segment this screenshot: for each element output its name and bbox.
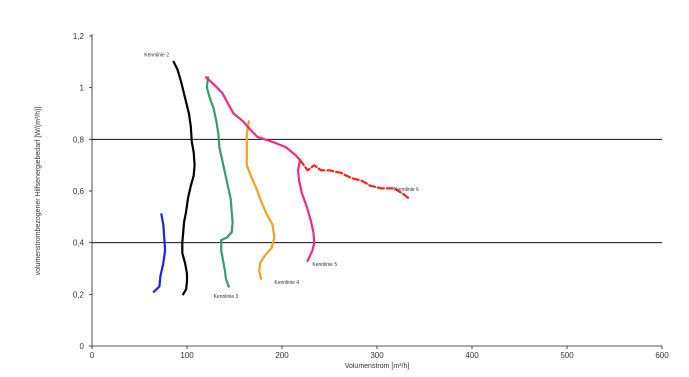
series-label-5: Kennlinie 6 [394, 187, 419, 193]
grid-layer [92, 138, 662, 244]
x-axis-title: Volumenstrom [m³/h] [345, 363, 410, 370]
series-label-2: Kennlinie 3 [214, 294, 239, 300]
series-label-3: Kennlinie 4 [274, 280, 299, 286]
y-tick-label: 0 [80, 342, 85, 351]
series-line-6 [152, 213, 167, 293]
labels-layer: Volumenstrom [m³/h] volumenstrombezogener… [35, 53, 419, 370]
x-tick-label: 600 [655, 351, 669, 360]
series-label-4: Kennlinie 5 [312, 262, 337, 268]
x-tick-label: 100 [180, 351, 194, 360]
axes-layer: 0 0,2 0,4 0,6 0,8 1 1,2 0 100 200 300 400 500 600 [73, 32, 669, 360]
x-tick-label: 0 [90, 351, 95, 360]
series-label-1: Kennlinie 2 [144, 53, 169, 59]
y-tick-label: 1,2 [73, 32, 85, 41]
y-tick-label: 0,6 [73, 187, 85, 196]
series-layer [152, 60, 411, 296]
x-tick-label: 300 [370, 351, 384, 360]
series-line-5 [298, 158, 411, 200]
x-tick-label: 500 [560, 351, 574, 360]
series-line-1 [172, 60, 196, 296]
y-tick-label: 0,8 [73, 135, 85, 144]
x-tick-label: 200 [275, 351, 289, 360]
y-axis-title: volumenstrombezogener Hilfsenergiebedarf… [35, 107, 42, 276]
y-tick-label: 0,2 [73, 290, 85, 299]
y-tick-label: 0,4 [73, 239, 85, 248]
x-tick-label: 400 [465, 351, 479, 360]
series-line-4 [204, 76, 316, 262]
y-tick-label: 1 [80, 84, 85, 93]
series-line-2 [205, 76, 234, 288]
series-line-3 [245, 120, 276, 280]
